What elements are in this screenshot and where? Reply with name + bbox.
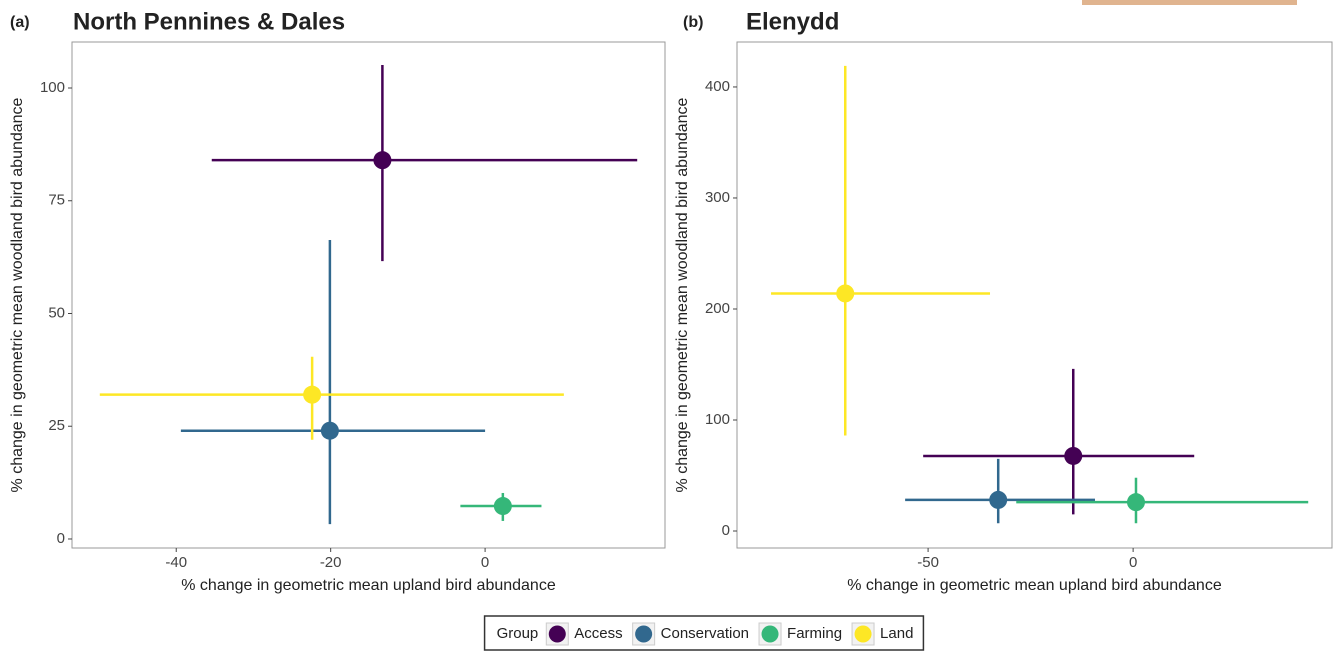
series: Access [923,368,1195,515]
y-tick-label: 100 [40,79,65,96]
y-tick-label: 75 [48,192,65,209]
y-tick-label: 100 [705,411,730,428]
legend-label: Conservation [661,625,749,642]
series: Conservation [180,239,486,525]
x-tick-label: -40 [165,554,187,571]
point [1126,493,1145,512]
legend-swatch [635,625,653,643]
legend-label: Access [574,625,622,642]
x-tick-label: 0 [481,554,489,571]
x-axis-label: % change in geometric mean upland bird a… [181,577,556,594]
legend-label: Land [880,625,913,642]
x-axis-label: % change in geometric mean upland bird a… [847,577,1222,594]
y-tick-label: 0 [57,530,65,547]
x-tick-label: -50 [917,554,939,571]
point [836,284,855,303]
y-tick-label: 25 [48,417,65,434]
plot-frame [71,41,666,549]
panel-label: (a) [10,14,30,31]
decor-bar [1082,0,1297,5]
point [373,151,392,170]
point [989,490,1008,509]
series: Land [771,65,991,436]
y-tick-label: 0 [722,522,730,539]
series: Farming [1016,477,1309,524]
y-tick-label: 200 [705,300,730,317]
chart-title: Elenydd [746,8,839,35]
legend-label: Farming [787,625,842,642]
point [320,421,339,440]
x-tick-label: -20 [320,554,342,571]
y-axis-label: % change in geometric mean woodland bird… [9,97,26,492]
chart-title: North Pennines & Dales [73,8,345,35]
legend: Group Access Conservation Farming Land [483,615,925,651]
legend-swatch [548,625,566,643]
y-axis-label: % change in geometric mean woodland bird… [674,97,691,492]
point [493,497,512,516]
legend-swatch [854,625,872,643]
series: Conservation [905,458,1095,524]
x-tick-label: 0 [1129,554,1137,571]
series: Land [99,356,564,440]
point [303,385,322,404]
y-tick-label: 300 [705,189,730,206]
y-tick-label: 50 [48,304,65,321]
panel-label: (b) [683,14,703,31]
legend-title: Group [497,625,539,642]
legend-swatch [761,625,779,643]
point [1064,446,1083,465]
series: Farming [460,492,542,521]
plot-frame [736,41,1333,549]
y-tick-label: 400 [705,78,730,95]
series: Access [211,65,638,262]
